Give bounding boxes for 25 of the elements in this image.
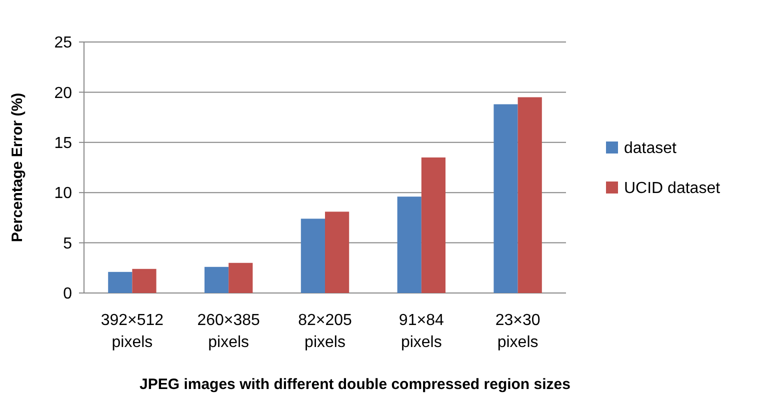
y-tick-label: 20	[54, 84, 72, 102]
y-axis-title: Percentage Error (%)	[9, 92, 26, 242]
x-tick-label: 91×84 pixels	[398, 312, 444, 351]
bar	[204, 266, 229, 293]
y-tick-label: 0	[63, 286, 72, 303]
legend-label: dataset	[624, 140, 678, 158]
bar	[108, 272, 132, 293]
bar	[228, 262, 253, 293]
x-tick-label: 260×385 pixels	[197, 312, 260, 351]
bar	[300, 218, 325, 293]
x-tick-label: 82×205 pixels	[298, 312, 352, 351]
bar	[421, 157, 446, 293]
legend-label: UCID dataset	[624, 180, 721, 198]
x-tick-label: 392×512 pixels	[100, 312, 164, 351]
bar	[325, 212, 350, 293]
bar	[397, 196, 422, 293]
bar	[518, 97, 542, 293]
x-axis-title: JPEG images with different double compressed region sizes	[140, 376, 570, 393]
y-tick-label: 25	[54, 34, 72, 52]
bar	[494, 104, 518, 293]
x-tick-label: 23×30 pixels	[495, 312, 540, 351]
y-tick-label: 5	[63, 235, 72, 252]
y-tick-label: 15	[54, 135, 72, 152]
bar	[132, 268, 156, 293]
y-tick-label: 10	[54, 185, 72, 202]
